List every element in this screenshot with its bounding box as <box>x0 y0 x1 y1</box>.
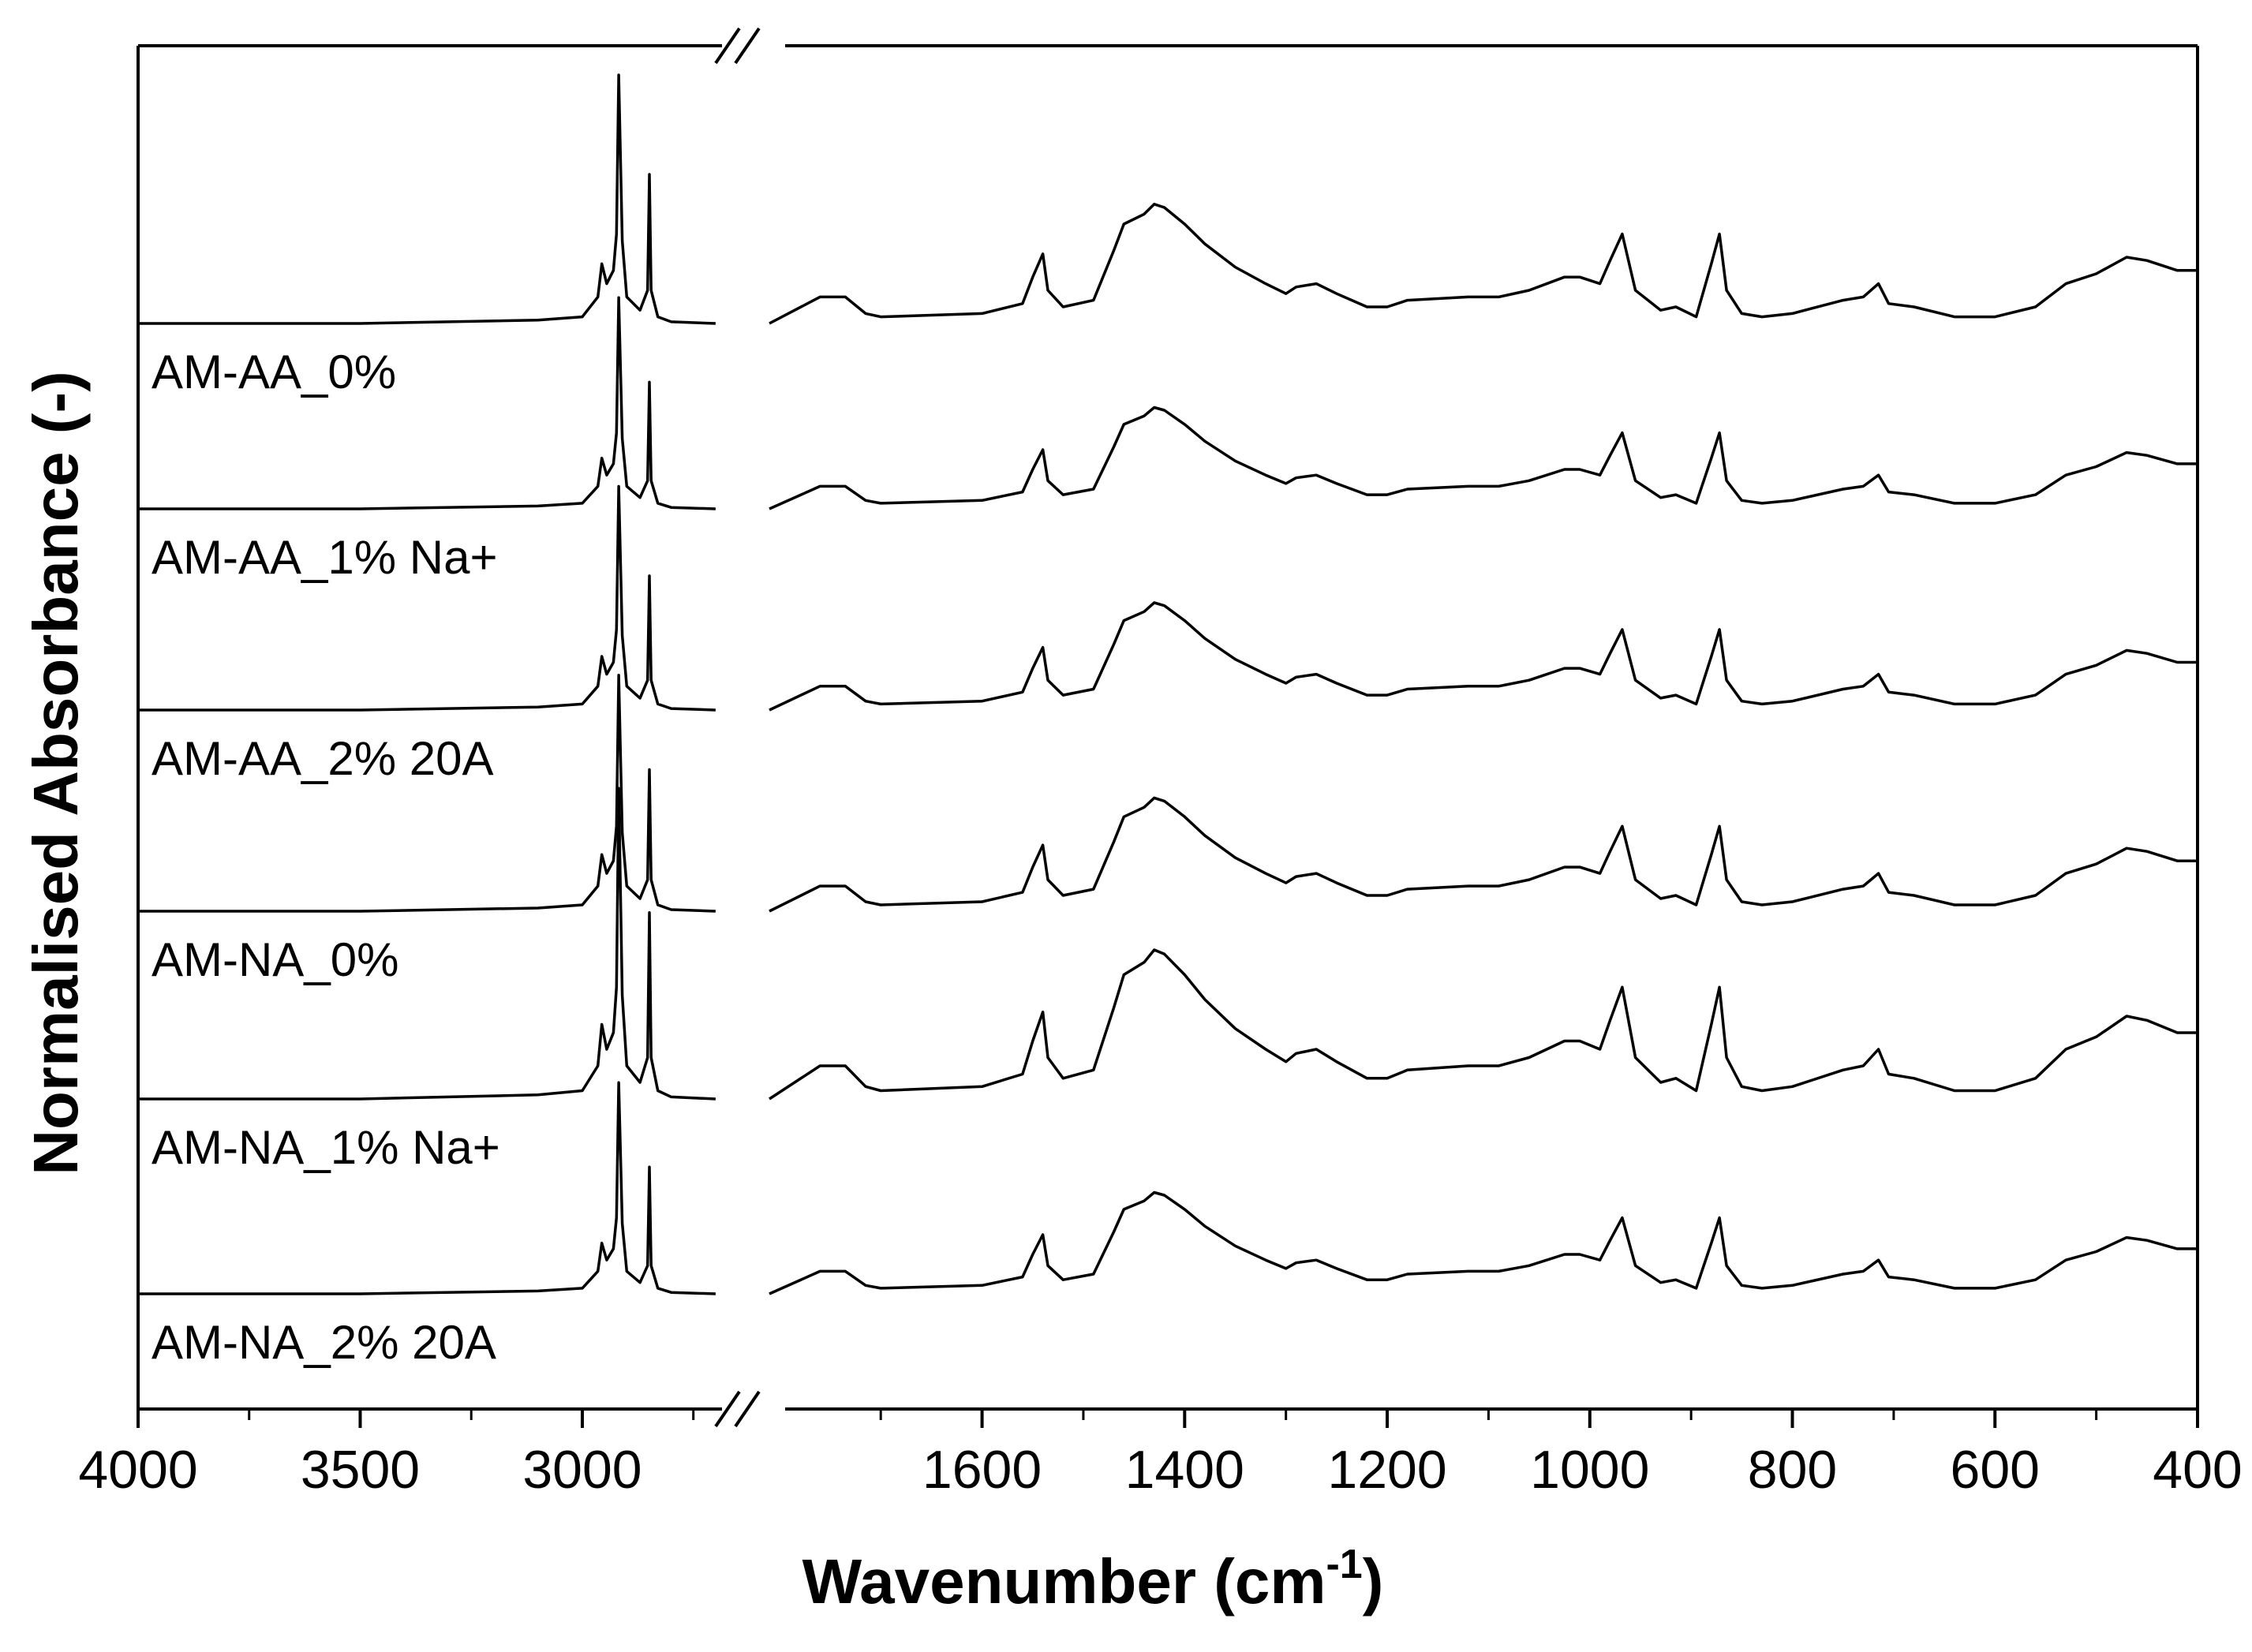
x-tick-label: 3500 <box>301 1440 420 1500</box>
axis-break-slash-bottom-1 <box>714 1390 741 1428</box>
x-tick-label: 1600 <box>922 1440 1042 1500</box>
plot-frame <box>137 44 2199 1411</box>
y-axis-title: Normalised Absorbance (-) <box>21 371 91 1175</box>
series-label-2: AM-AA_1% Na+ <box>152 531 498 584</box>
axis-break-slash-top-1 <box>714 27 741 65</box>
series-line-high-1 <box>138 73 716 325</box>
axis-break-marks <box>714 27 761 1428</box>
x-axis-title-superscript: -1 <box>1326 1542 1362 1587</box>
series-line-high-2 <box>138 296 716 510</box>
series-line-low-6 <box>769 1190 2198 1295</box>
series-label-6: AM-NA_2% 20A <box>152 1316 496 1369</box>
x-tick-label: 1400 <box>1125 1440 1244 1500</box>
series-label-3: AM-AA_2% 20A <box>152 732 494 785</box>
x-axis-title-suffix: ) <box>1363 1546 1384 1616</box>
series-line-low-1 <box>769 203 2198 325</box>
series-label-4: AM-NA_0% <box>152 933 398 986</box>
x-tick-label: 1200 <box>1327 1440 1446 1500</box>
x-axis-tick-labels: 4000 3500 3000 1600 1400 1200 1000 800 600 400 <box>78 1440 2242 1500</box>
series-label-1: AM-AA_0% <box>152 346 396 398</box>
series-label-5: AM-NA_1% Na+ <box>152 1121 500 1174</box>
x-tick-label: 600 <box>1951 1440 2040 1500</box>
axis-break-slash-top-2 <box>734 27 761 65</box>
x-tick-label: 4000 <box>78 1440 197 1500</box>
x-tick-label: 800 <box>1748 1440 1837 1500</box>
x-tick-label: 3000 <box>522 1440 642 1500</box>
axis-break-slash-bottom-2 <box>734 1390 761 1428</box>
series-line-high-4 <box>138 674 716 913</box>
x-axis-ticks <box>137 1409 2199 1428</box>
series-line-low-4 <box>769 796 2198 913</box>
series-line-low-5 <box>769 948 2198 1101</box>
x-axis-title-main: Wavenumber (cm <box>802 1546 1326 1616</box>
series-line-high-6 <box>138 1081 716 1295</box>
series-lines <box>138 73 2198 1295</box>
series-line-low-2 <box>769 406 2198 510</box>
series-labels: AM-AA_0% AM-AA_1% Na+ AM-AA_2% 20A AM-NA_0%… <box>152 346 500 1369</box>
x-tick-label: 1000 <box>1530 1440 1649 1500</box>
series-line-high-5 <box>138 787 716 1101</box>
series-line-high-3 <box>138 484 716 712</box>
x-tick-label: 400 <box>2153 1440 2242 1500</box>
series-line-low-3 <box>769 601 2198 712</box>
x-axis-title: Wavenumber (cm-1) <box>802 1542 1384 1616</box>
